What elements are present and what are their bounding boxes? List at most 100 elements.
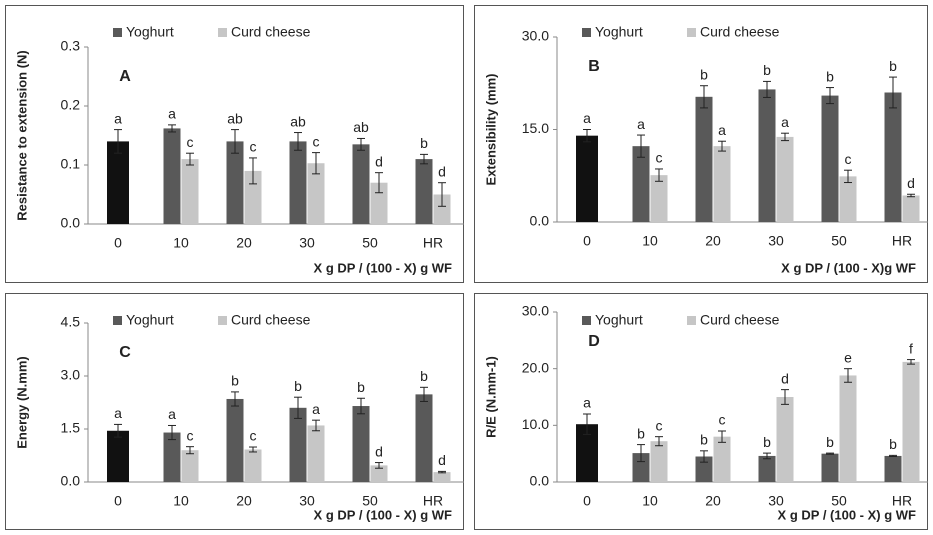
bar [576,135,598,222]
x-tick-label: 20 [705,233,721,249]
x-tick-label: 0 [583,493,591,509]
y-tick-label: 3.0 [61,367,81,383]
bar [902,195,920,222]
legend-label: Curd cheese [700,312,780,328]
bar [839,375,857,482]
significance-letter: b [357,379,365,395]
legend-label: Curd cheese [231,24,311,40]
y-tick-label: 10.0 [522,416,549,432]
legend-label: Yoghurt [595,312,643,328]
significance-letter: c [250,139,257,155]
y-axis-title: Extensibility (mm) [483,74,498,186]
legend-swatch [113,316,122,325]
bar [370,465,388,482]
legend-label: Curd cheese [231,312,311,328]
bar [650,175,668,222]
significance-letter: c [187,134,194,150]
significance-letter: b [420,135,428,151]
panel-border [5,293,464,530]
bar [244,170,262,224]
x-tick-label: 30 [768,493,784,509]
bar [650,441,668,482]
significance-letter: a [168,106,176,122]
significance-letter: a [114,110,122,126]
bar [181,450,199,482]
x-tick-label: 10 [642,233,658,249]
x-tick-label: 20 [236,493,252,509]
bar [695,96,713,222]
bar [352,406,370,482]
bar [415,159,433,224]
significance-letter: b [700,66,708,82]
bar [713,436,731,482]
significance-letter: a [312,401,320,417]
x-tick-label: 30 [299,493,315,509]
significance-letter: b [889,58,897,74]
significance-letter: d [375,443,383,459]
bar [352,144,370,224]
significance-letter: d [907,175,915,191]
x-tick-label: HR [423,235,443,251]
x-tick-label: HR [892,233,912,249]
significance-letter: c [250,428,257,444]
bar [576,424,598,482]
bar [307,425,325,482]
bar [758,89,776,223]
bar [107,430,129,482]
x-tick-label: 10 [173,235,189,251]
significance-letter: b [889,436,897,452]
bar [776,136,794,222]
chart-panel: 0.0 0.1 0.2 0.3 Resistance to extension (N) X… [5,5,464,283]
bar [433,472,451,482]
significance-letter: b [420,368,428,384]
y-tick-label: 20.0 [522,359,549,375]
y-tick-label: 30.0 [522,303,549,319]
x-tick-label: 50 [831,233,847,249]
panel-label: D [588,333,600,350]
significance-letter: b [763,62,771,78]
significance-letter: d [438,452,446,468]
x-axis-title: X g DP / (100 - X) g WF [778,507,917,522]
significance-letter: e [844,349,852,365]
significance-letter: a [637,116,645,132]
x-tick-label: 10 [642,493,658,509]
legend-label: Yoghurt [126,312,174,328]
x-tick-label: 20 [236,235,252,251]
x-axis-title: X g DP / (100 - X) g WF [314,507,453,522]
y-tick-label: 4.5 [61,314,81,330]
significance-letter: b [637,425,645,441]
bar [244,449,262,482]
x-tick-label: HR [423,493,443,509]
significance-letter: c [313,133,320,149]
bar [181,159,199,224]
significance-letter: a [583,395,591,411]
x-tick-label: 0 [583,233,591,249]
legend-swatch [687,28,696,37]
legend-swatch [113,28,122,37]
y-tick-label: 0.0 [61,215,81,231]
bar [902,361,920,482]
y-tick-label: 0.2 [61,97,81,113]
bar [163,432,181,482]
y-tick-label: 15.0 [522,120,549,136]
significance-letter: a [168,406,176,422]
bar [163,128,181,224]
significance-letter: ab [290,113,306,129]
legend-swatch [218,28,227,37]
significance-letter: b [294,378,302,394]
panel-label: B [588,58,600,75]
chart-panel: 0.0 15.0 30.0 Extensibility (mm) X g DP / (1… [474,5,928,283]
bar [415,394,433,482]
bar [821,453,839,482]
y-tick-label: 0.3 [61,38,81,54]
legend-swatch [218,316,227,325]
significance-letter: b [826,68,834,84]
legend-swatch [582,316,591,325]
significance-letter: d [375,153,383,169]
significance-letter: a [781,114,789,130]
bar [632,453,650,482]
x-tick-label: 0 [114,235,122,251]
y-axis-title: Resistance to extension (N) [14,50,29,221]
bar [776,397,794,482]
bar [713,146,731,222]
